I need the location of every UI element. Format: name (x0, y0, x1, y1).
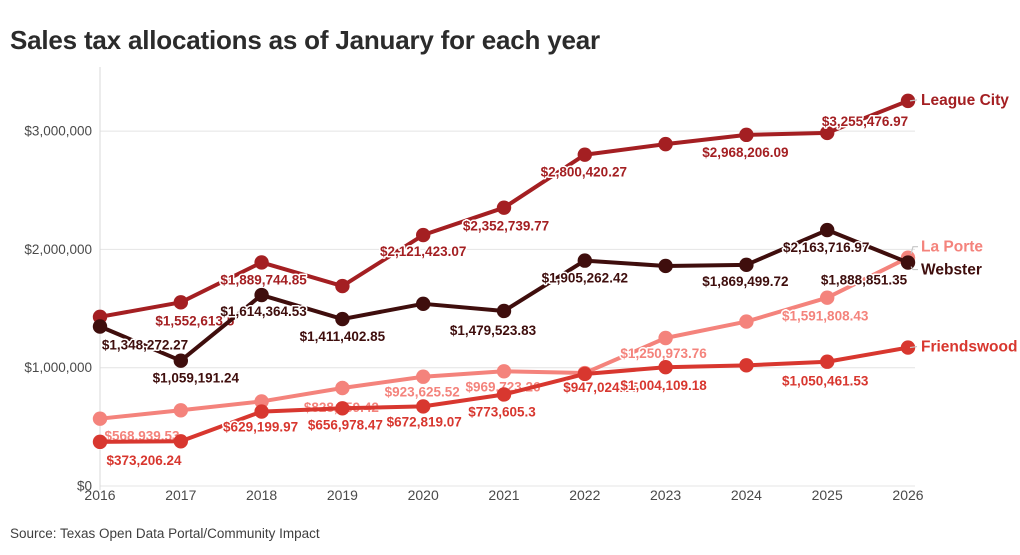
legend-leader-line (910, 266, 918, 271)
value-label: $1,059,191.24 (153, 371, 240, 386)
value-label: $947,024.35 (563, 380, 639, 395)
data-point[interactable] (820, 222, 835, 238)
value-label: $2,352,739.77 (463, 219, 549, 234)
value-label: $1,050,461.53 (782, 374, 869, 389)
data-point[interactable] (900, 340, 916, 355)
data-point[interactable] (496, 387, 512, 402)
data-point[interactable] (173, 434, 188, 449)
data-point[interactable] (416, 296, 431, 312)
x-axis-tick-label: 2016 (84, 487, 115, 503)
x-axis-tick-label: 2024 (731, 487, 762, 503)
data-point[interactable] (658, 136, 673, 152)
source-credit: Source: Texas Open Data Portal/Community… (10, 526, 320, 541)
data-point[interactable] (577, 253, 592, 268)
value-label: $1,552,613.5 (155, 313, 234, 328)
value-label: $2,121,423.07 (380, 244, 466, 259)
value-label: $923,625.52 (385, 385, 460, 400)
value-label: $773,605.3 (468, 404, 536, 419)
data-point[interactable] (335, 380, 350, 396)
data-point[interactable] (577, 147, 592, 162)
data-point[interactable] (335, 401, 350, 416)
data-point[interactable] (658, 258, 673, 274)
value-label: $2,800,420.27 (541, 165, 627, 180)
data-point[interactable] (820, 125, 835, 141)
x-axis-tick-label: 2017 (165, 487, 196, 503)
y-axis-tick-label: $3,000,000 (24, 124, 92, 139)
chart-title: Sales tax allocations as of January for … (10, 25, 600, 56)
value-label: $1,889,744.85 (220, 272, 307, 287)
legend-label-league-city: League City (921, 92, 1009, 109)
data-point[interactable] (577, 366, 592, 382)
y-axis-tick-label: $2,000,000 (24, 242, 92, 257)
data-point[interactable] (416, 399, 431, 414)
data-point[interactable] (658, 360, 673, 375)
data-point[interactable] (173, 295, 188, 310)
legend-leader-line (910, 246, 918, 254)
x-axis-tick-label: 2023 (650, 487, 681, 503)
data-point[interactable] (900, 255, 916, 270)
x-axis-tick-label: 2025 (812, 487, 843, 503)
value-label: $3,255,476.97 (822, 114, 908, 129)
data-point[interactable] (254, 287, 269, 303)
x-axis-tick-label: 2020 (408, 487, 439, 503)
data-point[interactable] (92, 411, 108, 426)
value-label: $672,819.07 (387, 414, 462, 429)
data-point[interactable] (496, 303, 512, 319)
data-point[interactable] (658, 330, 673, 346)
data-point[interactable] (335, 311, 350, 327)
legend-label-webster: Webster (921, 262, 982, 279)
value-label: $1,004,109.18 (620, 378, 707, 393)
y-axis-tick-label: $1,000,000 (24, 360, 92, 375)
legend-leader-line (909, 345, 918, 349)
value-label: $1,869,499.72 (702, 274, 788, 289)
data-point[interactable] (739, 358, 754, 373)
data-point[interactable] (416, 369, 431, 384)
data-point[interactable] (820, 354, 835, 369)
value-label: $2,163,716.97 (783, 240, 869, 255)
data-point[interactable] (254, 255, 269, 270)
data-point[interactable] (335, 278, 350, 294)
value-label: $1,591,808.43 (782, 309, 869, 324)
value-label: $656,978.47 (308, 417, 383, 432)
data-point[interactable] (254, 404, 269, 419)
data-point[interactable] (820, 290, 835, 305)
data-point[interactable] (254, 394, 269, 409)
x-axis-tick-label: 2018 (246, 487, 277, 503)
x-axis-tick-label: 2022 (569, 487, 600, 503)
data-point[interactable] (496, 364, 512, 379)
value-label: $1,905,262.42 (542, 271, 628, 286)
value-label: $1,888,851.35 (821, 273, 908, 288)
data-point[interactable] (173, 353, 188, 368)
data-point[interactable] (739, 257, 754, 273)
data-point[interactable] (496, 200, 512, 215)
value-label: $2,968,206.09 (702, 145, 788, 160)
value-label: $1,614,364.53 (220, 304, 307, 319)
value-label: $1,411,402.85 (300, 329, 386, 344)
value-label: $1,348,272.27 (102, 337, 188, 352)
data-point[interactable] (739, 127, 754, 143)
x-axis-tick-label: 2026 (892, 487, 923, 503)
data-point[interactable] (92, 434, 108, 450)
value-label: $373,206.24 (106, 453, 182, 468)
x-axis-tick-label: 2021 (488, 487, 519, 503)
data-point[interactable] (416, 227, 431, 243)
value-label: $629,199.97 (223, 420, 298, 435)
y-axis-tick-label: $0 (77, 479, 92, 494)
value-label: $1,479,523.83 (450, 323, 537, 338)
legend-label-la-porte: La Porte (921, 239, 983, 256)
legend-label-friendswood: Friendswood (921, 339, 1017, 356)
legend-leader-line (909, 99, 918, 102)
data-point[interactable] (900, 93, 916, 109)
value-label: $1,250,973.76 (620, 346, 707, 361)
data-point[interactable] (92, 319, 108, 334)
x-axis-tick-label: 2019 (327, 487, 358, 503)
data-point[interactable] (173, 403, 188, 418)
data-point[interactable] (739, 314, 754, 329)
